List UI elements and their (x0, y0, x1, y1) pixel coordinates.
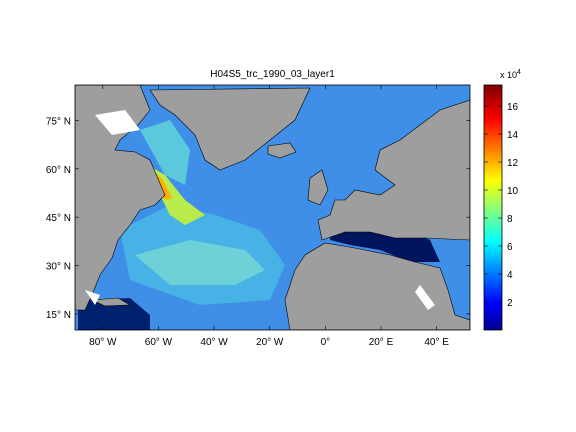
caribbean-low (78, 298, 150, 330)
colorbar-tick-label: 16 (507, 102, 519, 113)
lon-tick-label: 80° W (89, 337, 117, 348)
colorbar-tick-label: 2 (507, 298, 513, 309)
colorbar-tick-label: 10 (507, 186, 519, 197)
lon-tick-label: 20° W (256, 337, 284, 348)
land (75, 85, 470, 330)
lon-tick-label: 40° E (424, 337, 449, 348)
ocean-subtropical-band (135, 240, 265, 285)
lon-tick-label: 60° W (145, 337, 173, 348)
labrador-sea-band (140, 120, 190, 185)
lon-tick-label: 0° (321, 337, 331, 348)
lon-tick-label: 20° E (369, 337, 394, 348)
colorbar-ticks: 2 4 6 8 10 12 14 16 (484, 102, 519, 309)
colorbar-tick-label: 14 (507, 130, 519, 141)
missing-data-arctic (95, 110, 140, 135)
lat-tick-label: 60° N (46, 165, 71, 176)
lat-tick-label: 15° N (46, 310, 71, 321)
lat-tick-label: 45° N (46, 213, 71, 224)
lon-tick-label: 40° W (200, 337, 228, 348)
colorbar-tick-label: 6 (507, 242, 513, 253)
colorbar (483, 84, 503, 331)
latitude-axis: 15° N 30° N 45° N 60° N 75° N (46, 116, 470, 321)
lat-tick-label: 30° N (46, 262, 71, 273)
longitude-axis: 80° W 60° W 40° W 20° W 0° 20° E 40° E (89, 85, 449, 348)
colorbar-tick-label: 8 (507, 214, 513, 225)
missing-data-red-sea (415, 285, 435, 310)
lat-tick-label: 75° N (46, 116, 71, 127)
colorbar-tick-label: 4 (507, 270, 513, 281)
colorbar-tick-label: 12 (507, 158, 519, 169)
map-axes-frame (74, 84, 471, 331)
missing-data-gulf (85, 290, 100, 305)
colorbar-multiplier: x 104 (500, 69, 521, 80)
map-title: H04S5_trc_1990_03_layer1 (210, 69, 335, 80)
